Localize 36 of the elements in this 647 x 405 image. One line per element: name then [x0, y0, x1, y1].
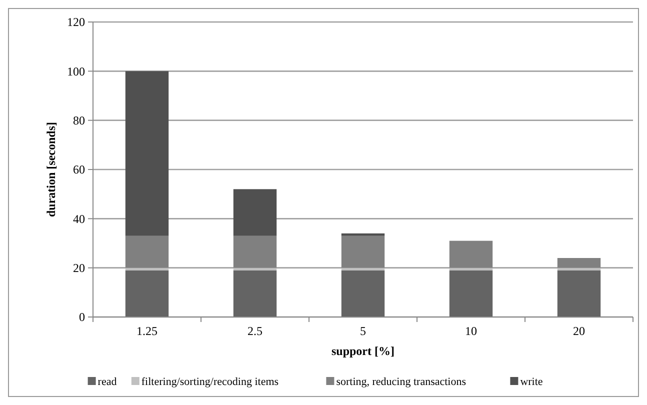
bar — [449, 270, 493, 317]
bar — [449, 240, 493, 268]
y-tick-label: 40 — [73, 212, 85, 226]
y-tick-label: 100 — [67, 64, 85, 78]
bar — [341, 270, 385, 317]
y-tick-label: 120 — [67, 15, 85, 30]
x-axis-title: support [%] — [331, 344, 395, 358]
bar — [341, 268, 385, 270]
bar — [233, 270, 277, 317]
bar — [233, 268, 277, 270]
bar — [233, 189, 277, 236]
bar — [341, 236, 385, 268]
legend-label: write — [520, 376, 543, 388]
y-tick-label: 0 — [79, 310, 85, 324]
x-tick-label: 1.25 — [136, 324, 158, 338]
bar — [449, 268, 493, 270]
x-tick-label: 2.5 — [248, 324, 262, 338]
y-tick-label: 80 — [73, 114, 85, 128]
x-tick-label: 5 — [360, 324, 366, 338]
y-axis-title: duration [seconds] — [44, 122, 58, 218]
bar — [125, 236, 169, 268]
bar — [125, 268, 169, 270]
y-tick-label: 60 — [73, 162, 85, 177]
bar — [341, 233, 385, 236]
x-tick-label: 20 — [573, 324, 585, 338]
legend-label: read — [98, 376, 118, 388]
bar — [557, 258, 601, 268]
legend-label: filtering/sorting/recoding items — [141, 376, 279, 388]
bar — [557, 268, 601, 270]
y-tick-label: 20 — [73, 261, 85, 276]
bar — [125, 71, 169, 236]
x-tick-label: 10 — [465, 324, 477, 338]
bar — [233, 236, 277, 268]
bar — [557, 270, 601, 317]
legend-label: sorting, reducing transactions — [336, 376, 466, 388]
bar — [125, 270, 169, 317]
